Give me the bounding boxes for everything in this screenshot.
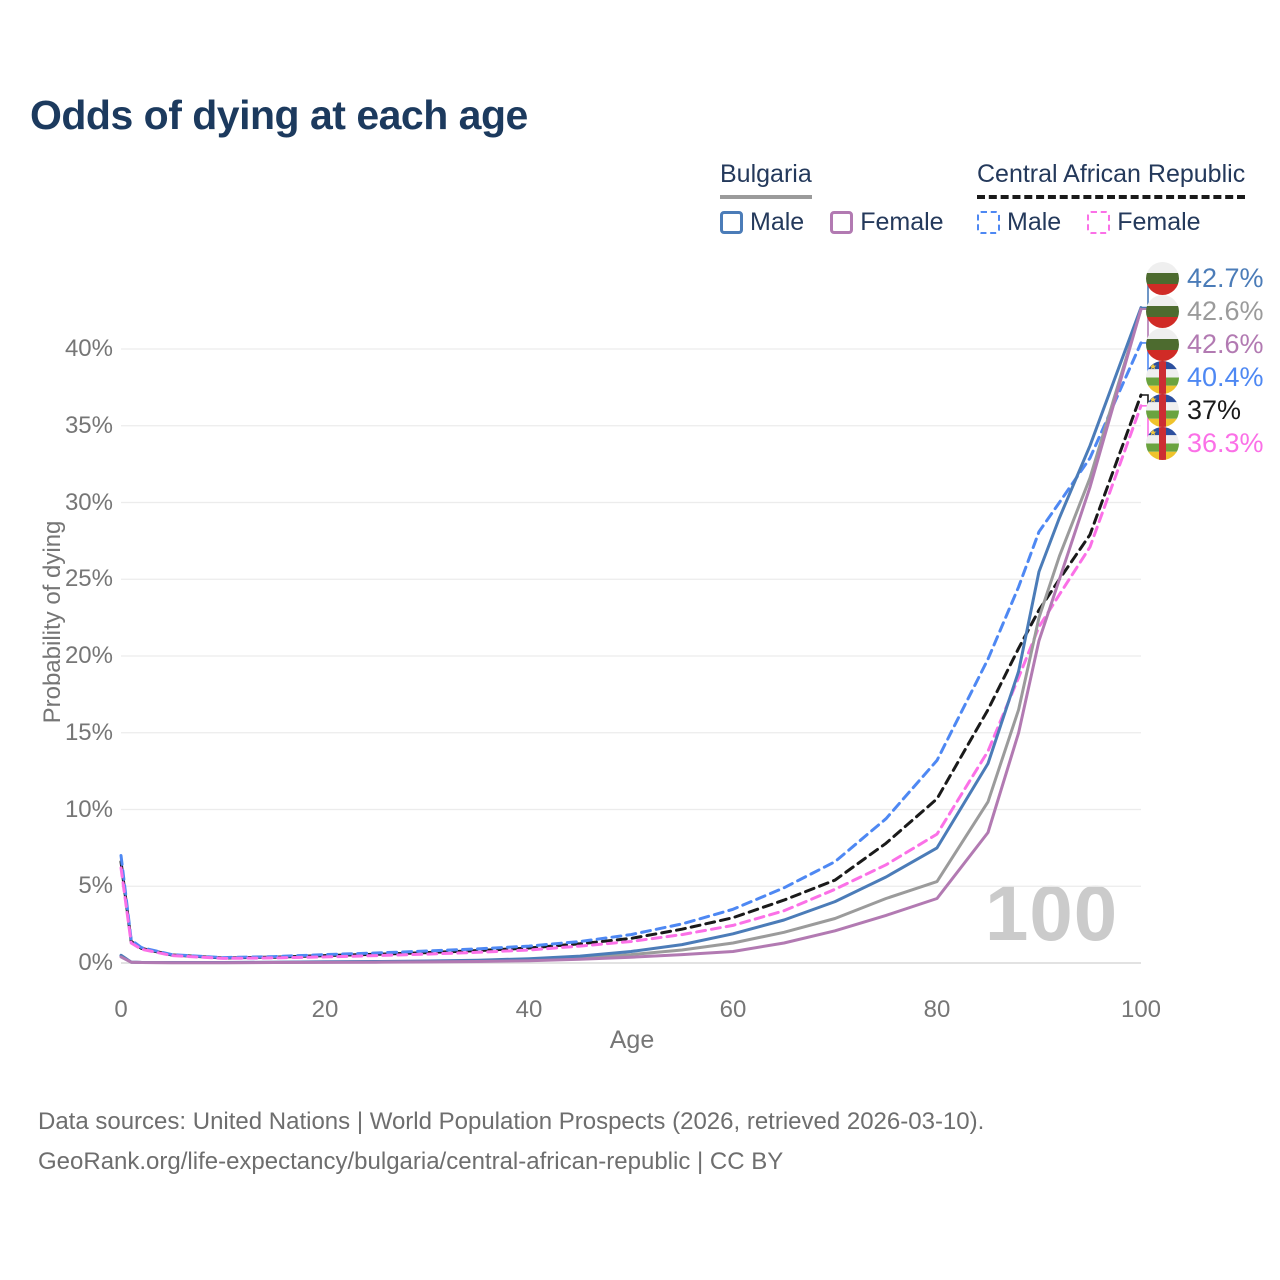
legend-item-car-male[interactable]: Male bbox=[977, 208, 1061, 237]
series-line-bulgaria-male[interactable] bbox=[119, 306, 1143, 964]
legend-group-bulgaria: Bulgaria Male Female bbox=[720, 160, 944, 237]
central-african-republic-flag-icon bbox=[1146, 394, 1179, 427]
series-line-central-african-republic-female[interactable] bbox=[119, 404, 1143, 960]
endpoint-bulgaria-male[interactable]: 42.7% bbox=[1146, 262, 1264, 295]
legend-item-bulgaria-male[interactable]: Male bbox=[720, 208, 804, 237]
car-female-swatch-icon bbox=[1087, 211, 1111, 234]
legend-country-bulgaria[interactable]: Bulgaria bbox=[720, 160, 812, 199]
legend-group-central-african-republic: Central African Republic Male Female bbox=[977, 160, 1246, 237]
car-male-swatch-icon bbox=[977, 211, 1000, 234]
legend-item-car-female[interactable]: Female bbox=[1087, 208, 1201, 237]
y-tick-label: 0% bbox=[78, 949, 113, 976]
series-line-bulgaria-female[interactable] bbox=[119, 307, 1143, 965]
y-tick-label: 30% bbox=[64, 488, 113, 516]
central-african-republic-flag-icon bbox=[1146, 427, 1179, 460]
endpoint-bulgaria-female[interactable]: 42.6% bbox=[1146, 328, 1264, 361]
bulgaria-flag-icon bbox=[1146, 295, 1179, 328]
legend-country-central-african-republic[interactable]: Central African Republic bbox=[977, 160, 1246, 199]
x-tick-label: 100 bbox=[1120, 996, 1162, 1023]
y-tick-label: 20% bbox=[64, 642, 113, 669]
x-tick-label: 40 bbox=[515, 996, 543, 1023]
central-african-republic-flag-icon bbox=[1146, 361, 1179, 394]
endpoint-bulgaria-total[interactable]: 42.6% bbox=[1146, 295, 1264, 328]
y-tick-label: 35% bbox=[64, 411, 113, 439]
y-tick-label: 40% bbox=[64, 335, 113, 362]
page-title: Odds of dying at each age bbox=[30, 92, 528, 138]
endpoint-car-total[interactable]: 37% bbox=[1146, 394, 1241, 427]
data-source-line1: Data sources: United Nations | World Pop… bbox=[38, 1108, 985, 1135]
endpoint-car-female[interactable]: 36.3% bbox=[1146, 427, 1264, 460]
x-axis-title: Age bbox=[609, 1026, 655, 1054]
x-tick-label: 20 bbox=[311, 996, 339, 1023]
x-tick-label: 80 bbox=[923, 996, 951, 1023]
y-tick-label: 5% bbox=[78, 872, 113, 900]
bulgaria-female-swatch-icon bbox=[830, 211, 854, 234]
legend-item-bulgaria-female[interactable]: Female bbox=[830, 208, 944, 237]
bulgaria-flag-icon bbox=[1146, 328, 1179, 361]
bulgaria-male-swatch-icon bbox=[720, 211, 743, 234]
endpoint-car-male[interactable]: 40.4% bbox=[1146, 361, 1264, 394]
data-source-line2: GeoRank.org/life-expectancy/bulgaria/cen… bbox=[38, 1148, 784, 1175]
y-tick-label: 10% bbox=[64, 795, 113, 823]
series-line-bulgaria-total[interactable] bbox=[119, 307, 1143, 965]
bulgaria-flag-icon bbox=[1146, 262, 1179, 295]
x-tick-label: 0 bbox=[114, 996, 128, 1023]
age-watermark: 100 bbox=[985, 869, 1119, 957]
series-line-central-african-republic-total[interactable] bbox=[119, 393, 1143, 960]
series-line-central-african-republic-male[interactable] bbox=[119, 341, 1143, 960]
y-tick-label: 15% bbox=[64, 718, 113, 746]
y-tick-label: 25% bbox=[64, 565, 113, 593]
x-tick-label: 60 bbox=[719, 996, 747, 1023]
